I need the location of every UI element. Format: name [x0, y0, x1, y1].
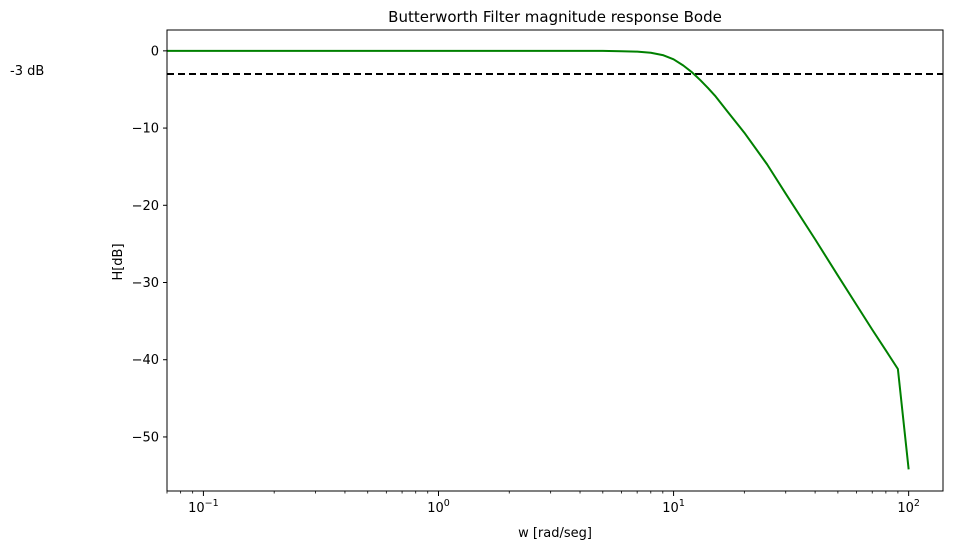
- y-axis-label: H[dB]: [111, 243, 126, 280]
- x-tick-label: 10−1: [188, 498, 219, 516]
- x-axis-ticks: 10−1 100 101 102: [166, 491, 920, 516]
- x-tick-label: 100: [427, 498, 450, 516]
- y-tick-label: −20: [132, 199, 159, 214]
- x-tick-label: 101: [662, 498, 685, 516]
- y-tick-label: −40: [132, 353, 159, 368]
- y-axis-ticks: 0 −10 −20 −30 −40 −50: [132, 44, 167, 445]
- magnitude-response-line: [167, 49, 910, 470]
- y-tick-label: −30: [132, 276, 159, 291]
- x-axis-label: w [rad/seg]: [518, 526, 592, 541]
- plot-area: [167, 49, 943, 470]
- minus-3db-annotation: -3 dB: [10, 64, 44, 79]
- chart-title: Butterworth Filter magnitude response Bo…: [388, 8, 722, 26]
- x-tick-label: 102: [897, 498, 920, 516]
- y-tick-label: −50: [132, 430, 159, 445]
- plot-frame: [166, 29, 944, 492]
- y-tick-label: −10: [132, 122, 159, 137]
- y-tick-label: 0: [151, 44, 159, 59]
